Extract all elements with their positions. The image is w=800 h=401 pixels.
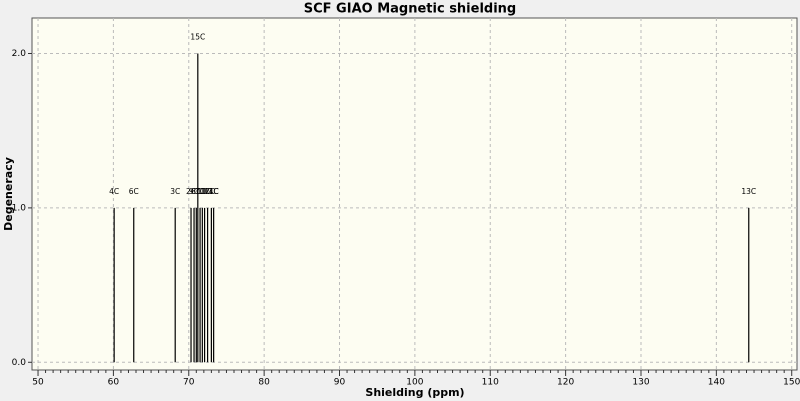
x-axis-label: Shielding (ppm) (365, 386, 464, 399)
peak-label: 14C (204, 187, 219, 196)
x-tick-label: 120 (557, 378, 574, 388)
x-tick-label: 70 (183, 378, 195, 388)
peak-label: 6C (129, 187, 139, 196)
peak-label: 3C (170, 187, 180, 196)
y-tick-label: 0.0 (12, 358, 27, 368)
x-tick-label: 50 (32, 378, 44, 388)
peak-label: 8C (191, 187, 201, 196)
peak-label: 13C (741, 187, 756, 196)
peak-label: 9C (189, 187, 199, 196)
peak-label: 1C (209, 187, 219, 196)
chart-title: SCF GIAO Magnetic shielding (304, 2, 517, 17)
peak-label: 2C (186, 187, 196, 196)
x-tick-label: 90 (334, 378, 346, 388)
y-axis-label: Degeneracy (2, 157, 15, 231)
peak-label: 10C (195, 187, 210, 196)
x-tick-label: 80 (258, 378, 270, 388)
peak-label: 7C (195, 187, 205, 196)
y-tick-label: 1.0 (12, 203, 27, 213)
peak-label: 11C (197, 187, 212, 196)
x-tick-label: 60 (108, 378, 120, 388)
y-tick-label: 2.0 (12, 49, 27, 59)
x-tick-label: 150 (783, 378, 800, 388)
peak-label: 4C (109, 187, 119, 196)
x-tick-label: 110 (482, 378, 499, 388)
x-tick-label: 140 (708, 378, 725, 388)
x-tick-label: 130 (632, 378, 649, 388)
peak-label: 15C (190, 33, 205, 42)
peak-label: 12C (200, 187, 215, 196)
x-tick-label: 100 (406, 378, 423, 388)
